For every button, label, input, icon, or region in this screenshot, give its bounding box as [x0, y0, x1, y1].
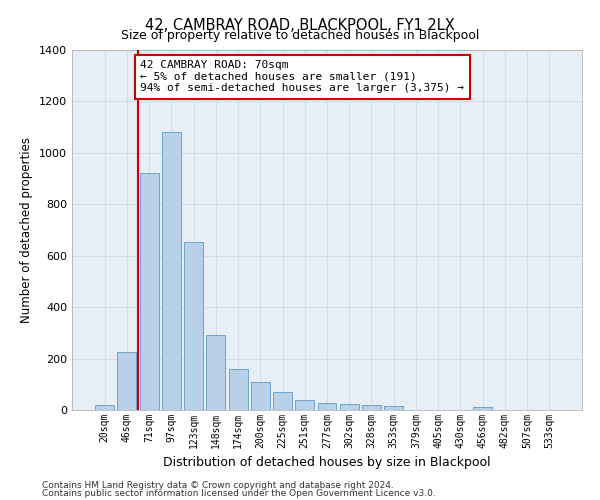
Text: Contains HM Land Registry data © Crown copyright and database right 2024.: Contains HM Land Registry data © Crown c…: [42, 480, 394, 490]
X-axis label: Distribution of detached houses by size in Blackpool: Distribution of detached houses by size …: [163, 456, 491, 469]
Bar: [362, 405, 381, 410]
Bar: [317, 403, 337, 410]
Bar: [384, 406, 403, 410]
Bar: [162, 132, 181, 410]
Bar: [273, 392, 292, 410]
Text: 42 CAMBRAY ROAD: 70sqm
← 5% of detached houses are smaller (191)
94% of semi-det: 42 CAMBRAY ROAD: 70sqm ← 5% of detached …: [140, 60, 464, 94]
Bar: [140, 174, 158, 410]
Bar: [340, 404, 359, 410]
Bar: [473, 407, 492, 410]
Bar: [95, 406, 114, 410]
Text: 42, CAMBRAY ROAD, BLACKPOOL, FY1 2LX: 42, CAMBRAY ROAD, BLACKPOOL, FY1 2LX: [145, 18, 455, 32]
Bar: [118, 352, 136, 410]
Text: Contains public sector information licensed under the Open Government Licence v3: Contains public sector information licen…: [42, 489, 436, 498]
Bar: [251, 382, 270, 410]
Bar: [229, 370, 248, 410]
Bar: [206, 336, 225, 410]
Bar: [184, 242, 203, 410]
Y-axis label: Number of detached properties: Number of detached properties: [20, 137, 34, 323]
Bar: [295, 400, 314, 410]
Text: Size of property relative to detached houses in Blackpool: Size of property relative to detached ho…: [121, 29, 479, 42]
